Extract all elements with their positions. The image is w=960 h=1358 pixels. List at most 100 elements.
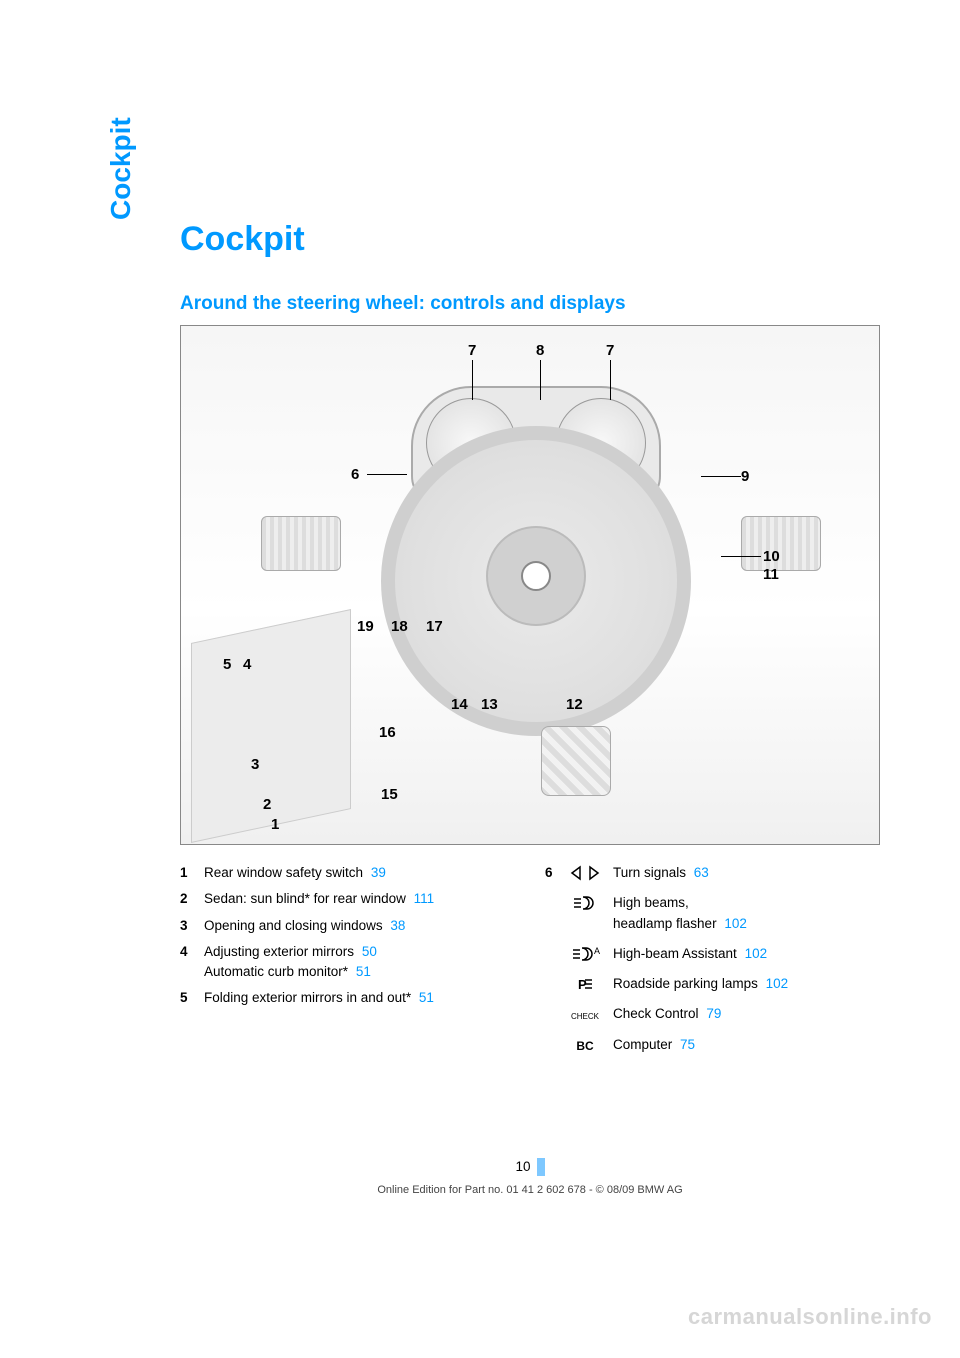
page-ref-link[interactable]: 102 xyxy=(724,916,747,931)
callout-leader xyxy=(721,556,761,557)
legend-icon-cell: P xyxy=(569,974,601,994)
page-ref-link[interactable]: 111 xyxy=(414,891,435,906)
callout-leader xyxy=(540,360,541,400)
legend-item-text: Rear window safety switch 39 xyxy=(204,863,515,883)
callout-number: 7 xyxy=(468,342,476,359)
legend-icon-cell: A xyxy=(569,944,601,964)
page-ref-link[interactable]: 79 xyxy=(706,1006,721,1021)
legend-icon-row: A High-beam Assistant 102 xyxy=(569,944,880,964)
callout-leader xyxy=(367,474,407,475)
legend-item: 5 Folding exterior mirrors in and out* 51 xyxy=(180,988,515,1008)
callout-number: 12 xyxy=(566,696,583,713)
footer-text: Online Edition for Part no. 01 41 2 602 … xyxy=(180,1184,880,1196)
legend-item-text: High beams,headlamp flasher 102 xyxy=(613,893,880,934)
section-heading: Around the steering wheel: controls and … xyxy=(180,293,880,315)
callout-leader xyxy=(610,360,611,400)
svg-text:CHECK: CHECK xyxy=(571,1012,600,1021)
page-ref-link[interactable]: 75 xyxy=(680,1037,695,1052)
callout-number: 4 xyxy=(243,656,251,673)
page-ref-link[interactable]: 63 xyxy=(694,865,709,880)
page-ref-link[interactable]: 51 xyxy=(419,990,434,1005)
legend-item-body: Turn signals 63 High beams,headlamp flash… xyxy=(569,863,880,1065)
legend-item-number: 3 xyxy=(180,916,194,936)
legend-item: 3 Opening and closing windows 38 xyxy=(180,916,515,936)
legend-item: 1 Rear window safety switch 39 xyxy=(180,863,515,883)
watermark: carmanualsonline.info xyxy=(688,1304,932,1330)
turn-signal-icon xyxy=(570,863,600,883)
legend-icon-row: Turn signals 63 xyxy=(569,863,880,883)
computer-bc-icon: BC xyxy=(570,1035,600,1055)
page-ref-link[interactable]: 38 xyxy=(390,918,405,933)
callout-number: 7 xyxy=(606,342,614,359)
legend-right-column: 6 Turn signals 63 High beams,headlamp flas… xyxy=(545,863,880,1071)
legend-item-text: Sedan: sun blind* for rear window 111 xyxy=(204,889,515,909)
callout-number: 11 xyxy=(763,566,779,583)
legend-item: 2 Sedan: sun blind* for rear window 111 xyxy=(180,889,515,909)
legend-item: 6 Turn signals 63 High beams,headlamp flas… xyxy=(545,863,880,1065)
page-ref-link[interactable]: 102 xyxy=(745,946,768,961)
callout-number: 17 xyxy=(426,618,443,635)
callout-number: 3 xyxy=(251,756,259,773)
vent-right-shape xyxy=(741,516,821,571)
high-beam-icon xyxy=(570,893,600,913)
pedal-shape xyxy=(541,726,611,796)
cockpit-diagram: 7 8 7 6 9 1011 19 18 17 14 13 12 54 16 3 2 15 1 xyxy=(180,325,880,845)
legend-item-text: High-beam Assistant 102 xyxy=(613,944,880,964)
legend-item-number: 5 xyxy=(180,988,194,1008)
parking-lamp-icon: P xyxy=(570,974,600,994)
page-number-block: 10 xyxy=(180,1158,880,1176)
hub-badge-shape xyxy=(521,561,551,591)
callout-number: 13 xyxy=(481,696,498,713)
legend-item-text: Turn signals 63 xyxy=(613,863,880,883)
legend-item-text: Computer 75 xyxy=(613,1035,880,1055)
side-tab-label: Cockpit xyxy=(105,117,137,220)
legend-icon-row: P Roadside parking lamps 102 xyxy=(569,974,880,994)
legend-item-number: 2 xyxy=(180,889,194,909)
callout-number: 2 xyxy=(263,796,271,813)
check-control-icon: CHECK xyxy=(570,1004,600,1024)
legend-item: 4Adjusting exterior mirrors 50Automatic … xyxy=(180,942,515,983)
page-ref-link[interactable]: 39 xyxy=(371,865,386,880)
legend-item-number: 6 xyxy=(545,863,559,1065)
callout-number: 1 xyxy=(271,816,279,833)
callout-number: 16 xyxy=(379,724,396,741)
page-number: 10 xyxy=(515,1158,544,1176)
page-ref-link[interactable]: 50 xyxy=(362,944,377,959)
legend-icon-cell xyxy=(569,893,601,913)
callout-number: 9 xyxy=(741,468,749,485)
callout-number: 5 xyxy=(223,656,231,673)
legend-item-text: Opening and closing windows 38 xyxy=(204,916,515,936)
callout-leader xyxy=(701,476,741,477)
high-beam-assist-icon: A xyxy=(570,944,600,964)
legend-icon-cell: BC xyxy=(569,1035,601,1055)
callout-number: 19 xyxy=(357,618,374,635)
callout-leader xyxy=(472,360,473,400)
legend-icon-cell xyxy=(569,863,601,883)
legend-item-text: Check Control 79 xyxy=(613,1004,880,1024)
legend-icon-row: BC Computer 75 xyxy=(569,1035,880,1055)
svg-text:A: A xyxy=(594,946,600,956)
callout-number: 6 xyxy=(351,466,359,483)
svg-text:BC: BC xyxy=(576,1039,594,1053)
callout-number: 15 xyxy=(381,786,398,803)
legend-item-text: Roadside parking lamps 102 xyxy=(613,974,880,994)
callout-number: 14 xyxy=(451,696,468,713)
legend-item-text: Adjusting exterior mirrors 50Automatic c… xyxy=(204,942,515,983)
callout-number: 10 xyxy=(763,548,780,565)
page-ref-link[interactable]: 51 xyxy=(356,964,371,979)
page: Cockpit Cockpit Around the steering whee… xyxy=(0,0,960,1358)
vent-left-shape xyxy=(261,516,341,571)
legend-icon-row: CHECK Check Control 79 xyxy=(569,1004,880,1024)
callout-number: 8 xyxy=(536,342,544,359)
page-ref-link[interactable]: 102 xyxy=(766,976,789,991)
legend-icon-row: High beams,headlamp flasher 102 xyxy=(569,893,880,934)
legend-item-number: 4 xyxy=(180,942,194,983)
content-area: Cockpit Around the steering wheel: contr… xyxy=(180,220,880,1071)
legend-item-text: Folding exterior mirrors in and out* 51 xyxy=(204,988,515,1008)
legend-item-number: 1 xyxy=(180,863,194,883)
page-title: Cockpit xyxy=(180,220,880,259)
legend-left-column: 1 Rear window safety switch 39 2 Sedan: sun… xyxy=(180,863,515,1071)
legend-icon-cell: CHECK xyxy=(569,1004,601,1024)
legend-columns: 1 Rear window safety switch 39 2 Sedan: sun… xyxy=(180,863,880,1071)
callout-number: 18 xyxy=(391,618,408,635)
